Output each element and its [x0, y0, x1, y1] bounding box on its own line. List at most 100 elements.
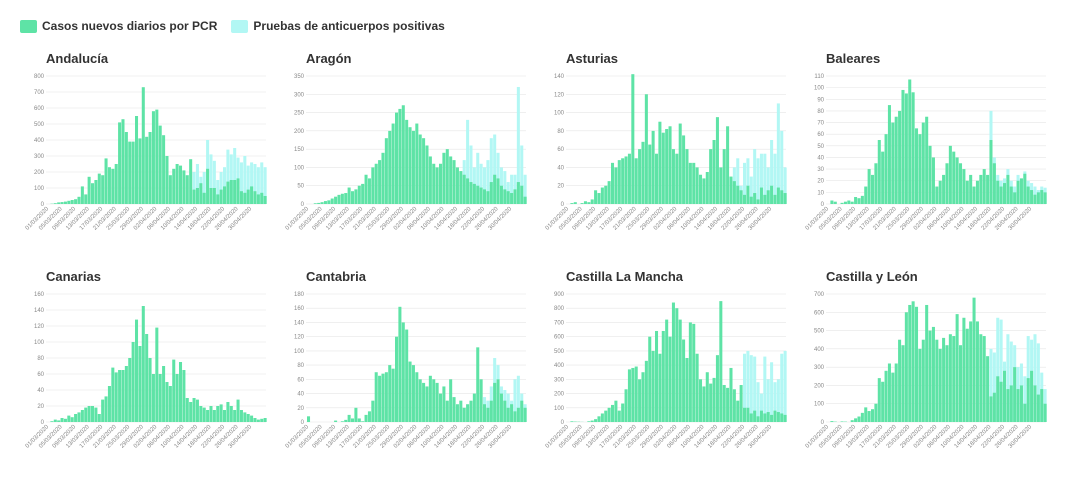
chart-panel-castilla-y-leon: Castilla y León010020030040050060070001/…	[805, 269, 1047, 450]
y-tick-label: 40	[297, 392, 304, 398]
pcr-bar	[726, 387, 730, 422]
pcr-bar	[573, 202, 577, 204]
pcr-bar	[405, 119, 409, 204]
y-tick-label: 100	[34, 340, 45, 346]
legend: Casos nuevos diarios por PCR Pruebas de …	[20, 17, 459, 35]
pcr-bar	[67, 415, 71, 422]
pcr-bar	[506, 191, 510, 204]
pcr-bar	[378, 160, 382, 204]
pcr-bar	[67, 200, 71, 204]
legend-item-antibody[interactable]: Pruebas de anticuerpos positivas	[231, 19, 445, 33]
pcr-bar	[931, 326, 935, 422]
pcr-bar	[743, 407, 747, 422]
y-tick-label: 20	[37, 404, 44, 410]
pcr-bar	[915, 128, 919, 204]
pcr-bar	[908, 79, 912, 204]
pcr-bar	[904, 93, 908, 204]
pcr-bar	[347, 187, 351, 204]
pcr-bar	[472, 393, 476, 422]
pcr-bar	[830, 421, 834, 422]
antibody-bar	[1033, 334, 1037, 422]
pcr-bar	[648, 144, 652, 204]
chart-panel-castilla-la-mancha: Castilla La Mancha 0 100 200 300 400 500 600 700…	[545, 269, 787, 450]
pcr-bar	[442, 152, 446, 204]
pcr-bar	[263, 418, 267, 422]
pcr-bar	[682, 135, 686, 204]
pcr-bar	[354, 189, 358, 204]
pcr-bar	[928, 145, 932, 204]
pcr-bar	[74, 199, 78, 204]
pcr-bar	[209, 188, 213, 204]
antibody-bar	[780, 130, 784, 204]
pcr-bar	[972, 186, 976, 204]
pcr-bar	[104, 396, 108, 422]
pcr-bar	[459, 171, 463, 204]
pcr-bar	[97, 173, 101, 204]
pcr-bar	[367, 178, 371, 204]
pcr-bar	[516, 182, 520, 204]
pcr-bar	[189, 402, 193, 422]
pcr-bar	[770, 185, 774, 204]
antibody-bar	[773, 153, 777, 204]
pcr-bar	[260, 418, 264, 422]
pcr-bar	[195, 188, 199, 204]
y-tick-label: 100	[294, 349, 305, 355]
pcr-bar	[692, 162, 696, 204]
pcr-bar	[850, 420, 854, 422]
pcr-bar	[668, 126, 672, 204]
pcr-bar	[469, 400, 473, 422]
pcr-bar	[948, 145, 952, 204]
antibody-bar	[1006, 334, 1010, 422]
antibody-bar	[510, 174, 514, 204]
pcr-bar	[87, 176, 91, 204]
pcr-bar	[685, 149, 689, 204]
pcr-bar	[50, 421, 54, 422]
antibody-bar	[756, 382, 760, 422]
pcr-bar	[854, 418, 858, 422]
pcr-bar	[715, 117, 719, 204]
pcr-bar	[114, 372, 118, 422]
antibody-bar	[753, 356, 757, 422]
y-tick-label: 160	[294, 306, 305, 312]
chart-panel-cantabria: Cantabria02040608010012014016018001/03/2…	[285, 269, 527, 450]
y-tick-label: 400	[814, 347, 825, 353]
pcr-bar	[449, 379, 453, 422]
pcr-bar	[776, 412, 780, 422]
pcr-bar	[1009, 385, 1013, 422]
y-tick-label: 700	[814, 292, 825, 298]
pcr-bar	[712, 377, 716, 422]
pcr-bar	[57, 202, 61, 204]
pcr-bar	[695, 353, 699, 422]
pcr-bar	[219, 404, 223, 422]
pcr-bar	[395, 336, 399, 422]
y-tick-label: 160	[34, 292, 45, 298]
pcr-bar	[236, 399, 240, 422]
pcr-bar	[520, 400, 524, 422]
pcr-bar	[928, 330, 932, 422]
antibody-bar	[783, 350, 787, 422]
pcr-bar	[726, 126, 730, 204]
pcr-bar	[364, 174, 368, 204]
pcr-bar	[243, 192, 247, 204]
antibody-bar	[503, 171, 507, 204]
chart-title-andalucia: Andalucía	[46, 51, 109, 66]
pcr-bar	[192, 398, 196, 422]
antibody-bar	[776, 379, 780, 422]
legend-item-pcr[interactable]: Casos nuevos diarios por PCR	[20, 19, 217, 33]
pcr-bar	[847, 200, 851, 204]
pcr-bar	[506, 407, 510, 422]
pcr-bar	[759, 187, 763, 204]
pcr-bar	[945, 163, 949, 204]
pcr-bar	[243, 412, 247, 422]
antibody-bar	[216, 180, 220, 204]
pcr-bar	[516, 407, 520, 422]
pcr-bar	[682, 339, 686, 422]
chart-title-castilla-y-leon: Castilla y León	[826, 269, 918, 284]
pcr-bar	[671, 302, 675, 422]
pcr-bar	[604, 410, 608, 422]
pcr-bar	[938, 348, 942, 422]
pcr-bar	[371, 400, 375, 422]
pcr-bar	[57, 420, 61, 422]
pcr-bar	[145, 136, 149, 204]
pcr-bar	[1036, 192, 1040, 204]
